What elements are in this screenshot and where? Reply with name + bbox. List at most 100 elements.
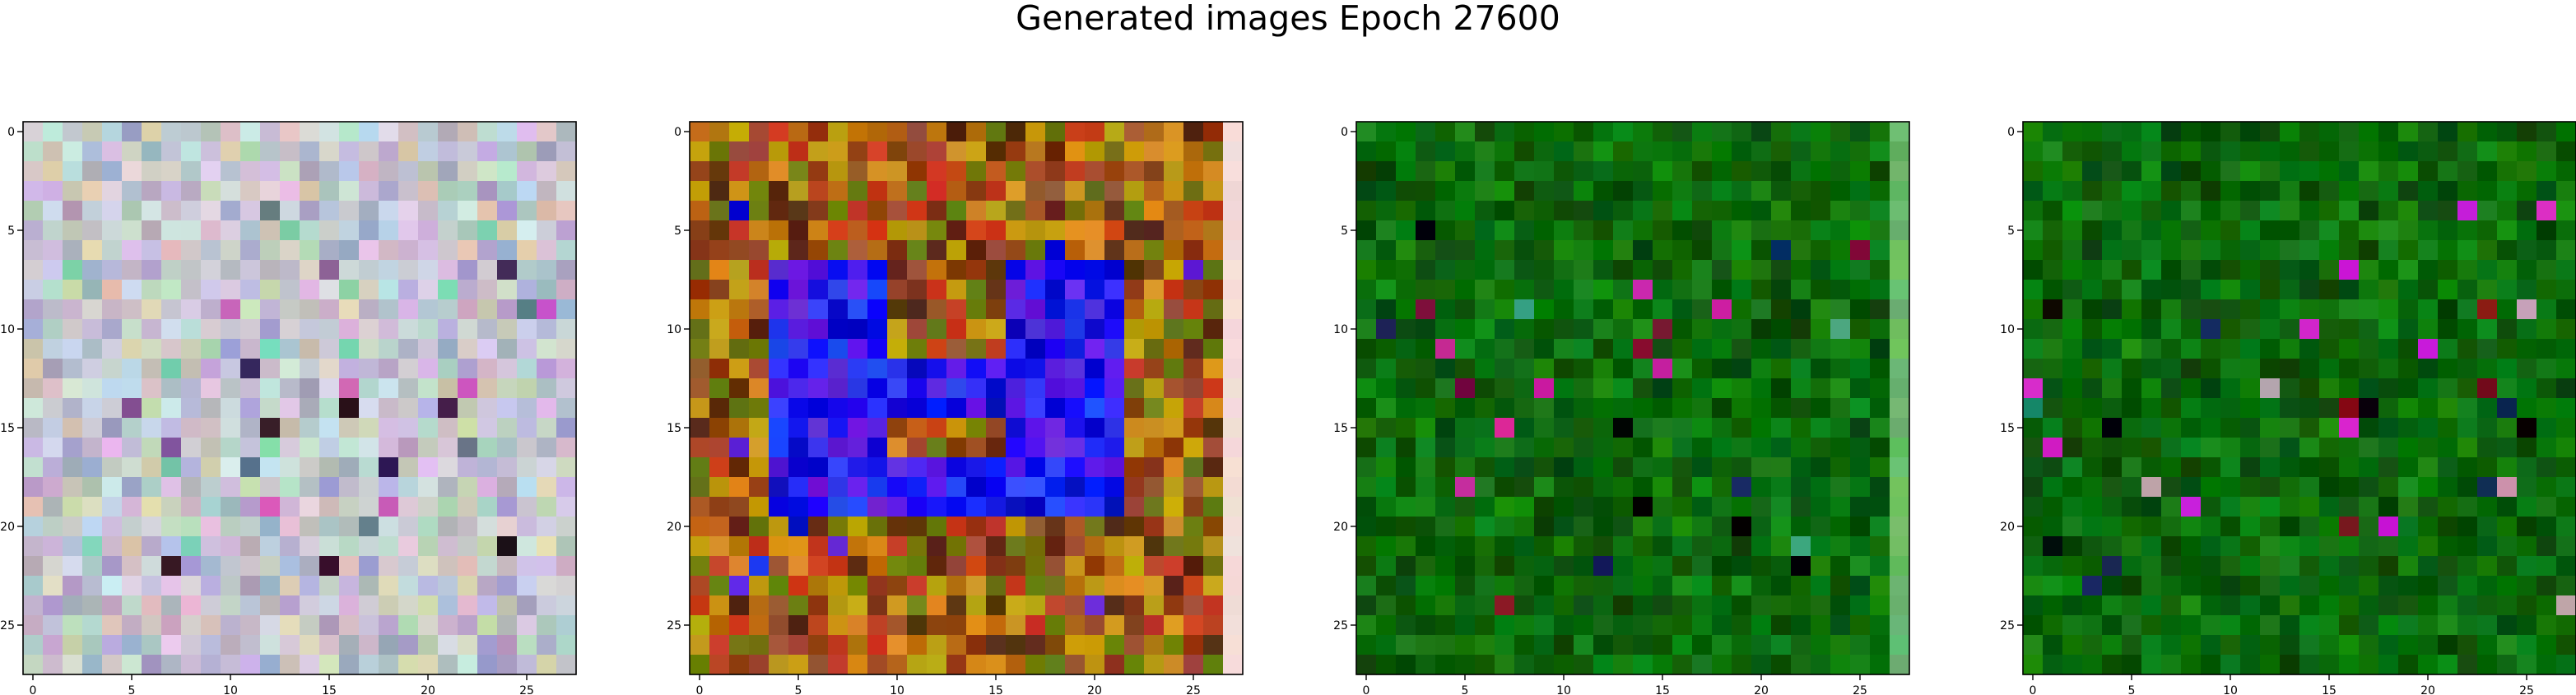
pixel-cell: [537, 280, 557, 300]
pixel-cell: [2359, 418, 2379, 438]
pixel-cell: [1514, 457, 1535, 478]
pixel-cell: [1104, 122, 1125, 142]
pixel-cell: [1633, 595, 1653, 616]
pixel-cell: [2299, 438, 2320, 458]
pixel-cell: [2122, 161, 2142, 182]
pixel-cell: [2319, 418, 2340, 438]
pixel-cell: [690, 517, 710, 537]
pixel-cell: [122, 260, 142, 280]
pixel-cell: [1356, 181, 1377, 202]
pixel-cell: [2477, 635, 2498, 656]
pixel-cell: [537, 378, 557, 399]
pixel-cell: [2240, 438, 2261, 458]
pixel-cell: [122, 240, 142, 261]
pixel-cell: [201, 517, 221, 537]
x-tick-label: 15: [322, 684, 337, 695]
pixel-cell: [709, 122, 730, 142]
pixel-cell: [517, 635, 537, 656]
pixel-cell: [1396, 477, 1416, 498]
pixel-cell: [82, 576, 103, 596]
pixel-cell: [1692, 477, 1713, 498]
pixel-cell: [2556, 556, 2576, 577]
pixel-cell: [1653, 517, 1673, 537]
pixel-cell: [181, 418, 202, 438]
pixel-cell: [1653, 438, 1673, 458]
pixel-cell: [2319, 122, 2340, 142]
pixel-cell: [1613, 398, 1634, 419]
pixel-cell: [142, 240, 162, 261]
pixel-cell: [1144, 517, 1165, 537]
pixel-cell: [848, 536, 868, 557]
pixel-cell: [927, 378, 947, 399]
pixel-cell: [2438, 457, 2458, 478]
pixel-cell: [709, 418, 730, 438]
pixel-cell: [1890, 536, 1910, 557]
pixel-cell: [966, 438, 987, 458]
pixel-cell: [2517, 418, 2537, 438]
pixel-cell: [1376, 477, 1397, 498]
pixel-cell: [63, 220, 83, 241]
pixel-cell: [1435, 122, 1456, 142]
pixel-cell: [2497, 635, 2518, 656]
pixel-cell: [260, 359, 281, 379]
pixel-cell: [280, 319, 300, 340]
pixel-cell: [1771, 280, 1792, 300]
pixel-cell: [221, 122, 241, 142]
pixel-cell: [1435, 556, 1456, 577]
pixel-cell: [1593, 517, 1614, 537]
pixel-cell: [1653, 536, 1673, 557]
pixel-cell: [161, 655, 182, 675]
pixel-cell: [1534, 339, 1555, 359]
pixel-cell: [2260, 497, 2281, 517]
pixel-cell: [1164, 359, 1184, 379]
pixel-cell: [477, 122, 498, 142]
pixel-cell: [517, 280, 537, 300]
pixel-cell: [2497, 497, 2518, 517]
pixel-cell: [1751, 477, 1772, 498]
pixel-cell: [709, 595, 730, 616]
pixel-cell: [102, 220, 123, 241]
pixel-cell: [2280, 280, 2300, 300]
pixel-cell: [537, 339, 557, 359]
pixel-cell: [398, 378, 419, 399]
pixel-cell: [379, 141, 399, 162]
pixel-cell: [2556, 438, 2576, 458]
pixel-cell: [2319, 280, 2340, 300]
pixel-cell: [1712, 457, 1732, 478]
pixel-cell: [1356, 655, 1377, 675]
pixel-cell: [240, 595, 261, 616]
pixel-cell: [359, 240, 379, 261]
pixel-cell: [1732, 122, 1752, 142]
pixel-cell: [1633, 141, 1653, 162]
pixel-cell: [201, 201, 221, 221]
pixel-cell: [2181, 299, 2202, 320]
pixel-cell: [1124, 319, 1145, 340]
pixel-cell: [867, 398, 888, 419]
pixel-cell: [1534, 595, 1555, 616]
pixel-cell: [1514, 319, 1535, 340]
pixel-cell: [1376, 359, 1397, 379]
pixel-cell: [1085, 161, 1105, 182]
pixel-cell: [2161, 457, 2182, 478]
pixel-cell: [1006, 398, 1026, 419]
pixel-cell: [2181, 635, 2202, 656]
pixel-cell: [2023, 576, 2044, 596]
pixel-cell: [690, 359, 710, 379]
pixel-cell: [2122, 122, 2142, 142]
pixel-cell: [339, 497, 360, 517]
pixel-cell: [1653, 497, 1673, 517]
pixel-cell: [1593, 457, 1614, 478]
pixel-cell: [2201, 418, 2221, 438]
pixel-cell: [2339, 240, 2360, 261]
pixel-cell: [709, 556, 730, 577]
pixel-cell: [359, 161, 379, 182]
pixel-cell: [43, 378, 63, 399]
pixel-cell: [161, 438, 182, 458]
pixel-cell: [1045, 477, 1066, 498]
pixel-cell: [537, 161, 557, 182]
pixel-cell: [1771, 438, 1792, 458]
pixel-cell: [1850, 517, 1871, 537]
pixel-cell: [986, 655, 1007, 675]
pixel-cell: [848, 339, 868, 359]
pixel-cell: [1830, 240, 1851, 261]
